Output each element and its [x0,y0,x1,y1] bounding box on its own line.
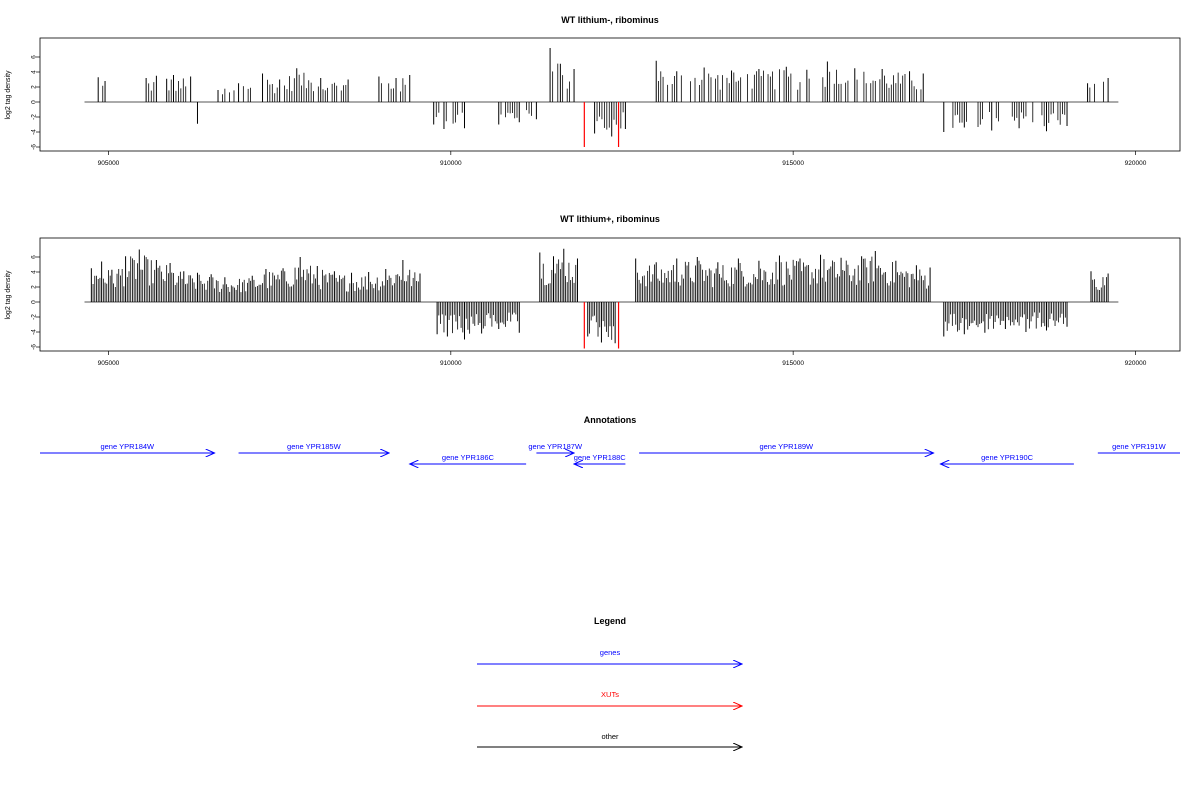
y-tick-label: -2 [31,314,38,320]
legend-label-genes: genes [600,648,621,657]
legend: Legend genes XUTs other [477,616,742,747]
y-tick-label: -6 [31,144,38,150]
axis-ticks: 6 4 2 0 -2 -4 -6 905000 910000 915000 920000 [31,55,1147,167]
gene-annotation[interactable]: gene YPR186C [410,453,527,464]
gene-annotation[interactable]: gene YPR185W [238,442,390,453]
x-tick-label: 920000 [1125,160,1147,167]
legend-title: Legend [594,616,626,626]
x-tick-label: 905000 [98,160,120,167]
legend-label-xuts: XUTs [601,690,619,699]
gene-label: gene YPR191W [1112,442,1167,451]
annotations-title: Annotations [584,415,637,425]
y-axis-label: log2 tag density [5,270,12,320]
plot-frame [39,37,1181,152]
y-tick-label: 0 [31,300,38,304]
y-tick-label: 2 [31,85,38,89]
y-tick-label: -4 [31,329,38,335]
gene-annotation[interactable]: gene YPR187W [528,442,583,453]
track-title: WT lithium-, ribominus [561,15,659,25]
gene-annotation[interactable]: gene YPR189W [639,442,933,453]
y-tick-label: 4 [31,70,38,74]
gene-annotation[interactable]: gene YPR184W [40,442,215,453]
track-panel-lithium-minus: WT lithium-, ribominus log2 tag density … [5,15,1181,167]
gene-arrows: gene YPR184W gene YPR185W gene YPR186C gene… [40,442,1180,464]
x-tick-label: 905000 [98,360,120,367]
y-tick-label: 2 [31,285,38,289]
x-tick-label: 910000 [440,160,462,167]
x-tick-label: 910000 [440,360,462,367]
gene-label: gene YPR188C [574,453,627,462]
track-title: WT lithium+, ribominus [560,214,660,224]
gene-label: gene YPR189W [759,442,814,451]
y-axis-label: log2 tag density [5,70,12,120]
y-tick-label: 6 [31,255,38,259]
track-panel-lithium-plus: WT lithium+, ribominus log2 tag density … [5,214,1181,367]
y-tick-label: -2 [31,114,38,120]
coverage-bars [84,248,1119,349]
gene-label: gene YPR184W [100,442,155,451]
gene-annotation[interactable]: gene YPR190C [940,453,1074,464]
y-tick-label: 0 [31,100,38,104]
y-tick-label: -4 [31,129,38,135]
axis-ticks: 6 4 2 0 -2 -4 -6 905000 910000 915000 920000 [31,255,1147,367]
coverage-bars [84,48,1119,147]
gene-label: gene YPR186C [442,453,495,462]
y-tick-label: 6 [31,55,38,59]
gene-annotation[interactable]: gene YPR191W [1097,442,1180,454]
legend-label-other: other [601,732,619,741]
annotations-track: Annotations gene YPR184W gene YPR185Wgene… [40,415,1180,464]
gene-label: gene YPR187W [528,442,583,451]
x-tick-label: 915000 [782,160,804,167]
gene-label: gene YPR185W [287,442,342,451]
x-tick-label: 920000 [1125,360,1147,367]
y-tick-label: -6 [31,344,38,350]
gene-label: gene YPR190C [981,453,1034,462]
y-tick-label: 4 [31,270,38,274]
x-tick-label: 915000 [782,360,804,367]
plot-frame [39,237,1181,352]
gene-annotation[interactable]: gene YPR188C [574,453,627,464]
